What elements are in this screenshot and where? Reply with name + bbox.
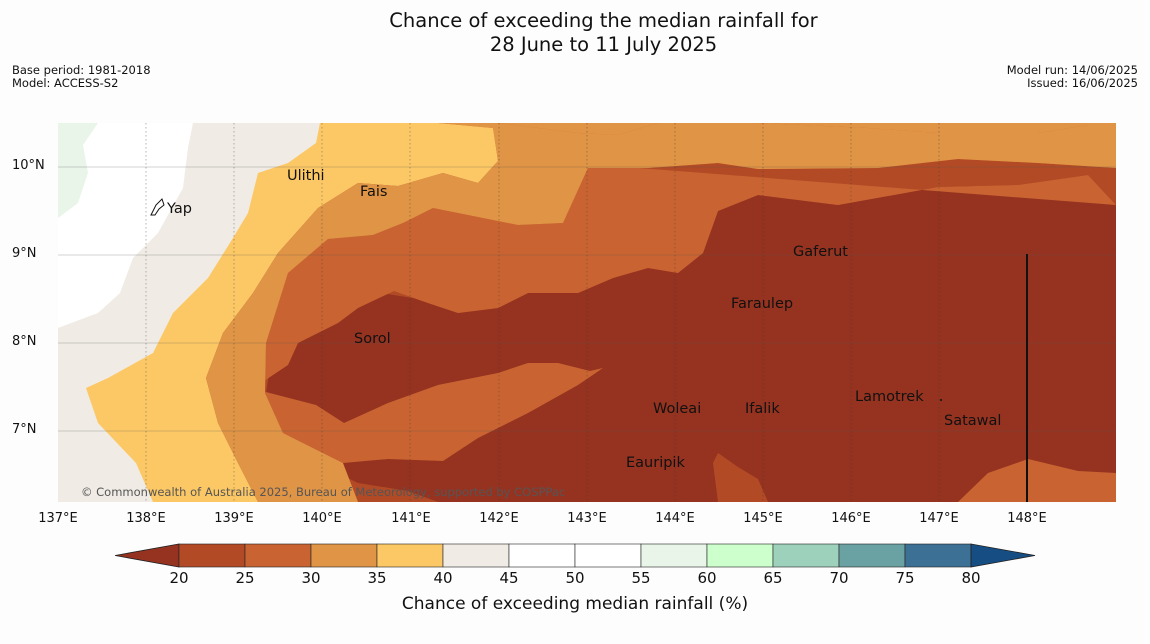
- colorbar-cell: [640, 543, 708, 568]
- y-tick-7n: 7°N: [12, 422, 37, 437]
- colorbar-tick-label: 65: [763, 569, 783, 587]
- colorbar-tick-label: 75: [895, 569, 915, 587]
- y-tick-10n: 10°N: [12, 158, 45, 173]
- graticule: [145, 123, 940, 502]
- colorbar-tick-label: 25: [235, 569, 255, 587]
- colorbar-cell: [244, 543, 312, 568]
- band-lt20-patch: [686, 323, 758, 378]
- colorbar-title: Chance of exceeding median rainfall (%): [401, 594, 749, 614]
- colorbar-cell: [772, 543, 840, 568]
- band-45-55-b: [58, 123, 193, 328]
- meta-right: Model run: 14/06/2025 Issued: 16/06/2025: [1007, 64, 1138, 90]
- yap-island: [150, 198, 165, 216]
- chart-title: Chance of exceeding the median rainfall …: [0, 9, 1150, 57]
- place-ifalik: Ifalik: [745, 401, 780, 417]
- place-woleai: Woleai: [653, 401, 701, 417]
- x-tick-144e: 144°E: [655, 511, 695, 526]
- x-tick-146e: 146°E: [831, 511, 871, 526]
- place-fais: Fais: [360, 184, 387, 200]
- colorbar-cell: [442, 543, 510, 568]
- band-25-30-se: [958, 459, 1116, 502]
- colorbar-extend-high: [970, 543, 1036, 568]
- place-ulithi: Ulithi: [287, 168, 325, 184]
- x-tick-140e: 140°E: [302, 511, 342, 526]
- x-tick-138e: 138°E: [126, 511, 166, 526]
- band-30-35-main: [206, 123, 1116, 502]
- colorbar-tick-label: 50: [565, 569, 585, 587]
- colorbar-extend-low: [115, 543, 180, 568]
- model-name: Model: ACCESS-S2: [12, 76, 119, 90]
- place-sorol: Sorol: [354, 331, 391, 347]
- island-dot: [940, 399, 942, 401]
- x-tick-143e: 143°E: [567, 511, 607, 526]
- colorbar-cell: [904, 543, 972, 568]
- colorbar-tick-label: 40: [433, 569, 453, 587]
- colorbar-tick-label: 60: [697, 569, 717, 587]
- colorbar-tick-label: 45: [499, 569, 519, 587]
- x-tick-142e: 142°E: [479, 511, 519, 526]
- y-tick-8n: 8°N: [12, 334, 37, 349]
- colorbar-tick-label: 20: [169, 569, 189, 587]
- colorbar-tick-label: 80: [961, 569, 981, 587]
- colorbar-cell: [508, 543, 576, 568]
- colorbar: [115, 543, 1036, 568]
- base-period: Base period: 1981-2018: [12, 63, 151, 77]
- band-55-60: [58, 123, 98, 218]
- title-line-2: 28 June to 11 July 2025: [489, 33, 718, 56]
- issued-date: Issued: 16/06/2025: [1027, 76, 1138, 90]
- place-gaferut: Gaferut: [793, 244, 848, 260]
- x-tick-137e: 137°E: [38, 511, 78, 526]
- meta-left: Base period: 1981-2018 Model: ACCESS-S2: [12, 64, 151, 90]
- colorbar-cells: [115, 543, 1036, 568]
- x-tick-139e: 139°E: [214, 511, 254, 526]
- colorbar-tick-label: 70: [829, 569, 849, 587]
- band-30-35-top: [58, 123, 1116, 133]
- colorbar-tick-label: 35: [367, 569, 387, 587]
- colorbar-cell: [376, 543, 444, 568]
- colorbar-tick-label: 55: [631, 569, 651, 587]
- map-svg: Yap Ulithi Fais Gaferut Faraulep Sorol L…: [58, 123, 1116, 502]
- x-tick-147e: 147°E: [919, 511, 959, 526]
- colorbar-cell: [574, 543, 642, 568]
- place-lamotrek: Lamotrek: [855, 389, 924, 405]
- band-20-25-south: [713, 453, 768, 502]
- place-satawal: Satawal: [944, 413, 1001, 429]
- colorbar-cell: [310, 543, 378, 568]
- x-tick-145e: 145°E: [743, 511, 783, 526]
- forecast-map[interactable]: Yap Ulithi Fais Gaferut Faraulep Sorol L…: [58, 123, 1116, 502]
- lat-lines: [58, 166, 1116, 432]
- x-tick-148e: 148°E: [1007, 511, 1047, 526]
- band-30-35: [58, 123, 758, 135]
- place-faraulep: Faraulep: [731, 296, 793, 312]
- colorbar-cell: [178, 543, 246, 568]
- colorbar-cell: [838, 543, 906, 568]
- model-run: Model run: 14/06/2025: [1006, 63, 1138, 77]
- place-eauripik: Eauripik: [626, 455, 685, 471]
- copyright-credit: © Commonwealth of Australia 2025, Bureau…: [81, 485, 565, 499]
- place-yap: Yap: [166, 201, 192, 217]
- x-tick-141e: 141°E: [391, 511, 431, 526]
- y-tick-9n: 9°N: [12, 246, 37, 261]
- colorbar-cell: [706, 543, 774, 568]
- title-line-1: Chance of exceeding the median rainfall …: [389, 9, 818, 32]
- colorbar-tick-label: 30: [301, 569, 321, 587]
